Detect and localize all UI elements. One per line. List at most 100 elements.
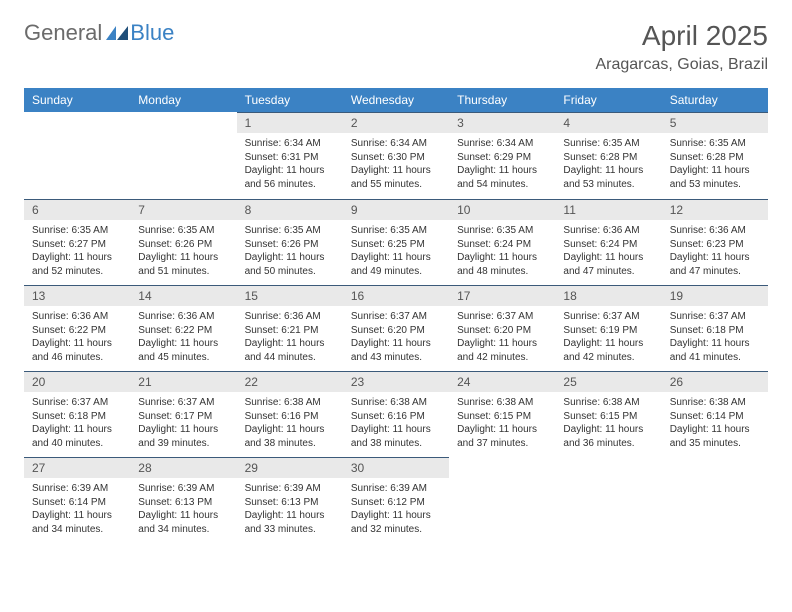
day-details: Sunrise: 6:37 AMSunset: 6:20 PMDaylight:… <box>343 306 449 368</box>
calendar-week-row: 6Sunrise: 6:35 AMSunset: 6:27 PMDaylight… <box>24 198 768 284</box>
calendar-day-cell: 26Sunrise: 6:38 AMSunset: 6:14 PMDayligh… <box>662 370 768 456</box>
weekday-header: Friday <box>555 88 661 112</box>
day-number: 22 <box>237 371 343 392</box>
day-number: 29 <box>237 457 343 478</box>
calendar-day-cell: 16Sunrise: 6:37 AMSunset: 6:20 PMDayligh… <box>343 284 449 370</box>
calendar-day-cell: 20Sunrise: 6:37 AMSunset: 6:18 PMDayligh… <box>24 370 130 456</box>
calendar-day-cell <box>24 112 130 198</box>
day-details: Sunrise: 6:39 AMSunset: 6:14 PMDaylight:… <box>24 478 130 540</box>
day-number: 21 <box>130 371 236 392</box>
title-block: April 2025 Aragarcas, Goias, Brazil <box>595 20 768 74</box>
day-number: 30 <box>343 457 449 478</box>
weekday-header: Wednesday <box>343 88 449 112</box>
day-details: Sunrise: 6:35 AMSunset: 6:28 PMDaylight:… <box>662 133 768 195</box>
calendar-week-row: 27Sunrise: 6:39 AMSunset: 6:14 PMDayligh… <box>24 456 768 542</box>
day-details: Sunrise: 6:35 AMSunset: 6:28 PMDaylight:… <box>555 133 661 195</box>
calendar-table: SundayMondayTuesdayWednesdayThursdayFrid… <box>24 88 768 543</box>
calendar-day-cell: 9Sunrise: 6:35 AMSunset: 6:25 PMDaylight… <box>343 198 449 284</box>
day-details: Sunrise: 6:38 AMSunset: 6:16 PMDaylight:… <box>237 392 343 454</box>
calendar-day-cell: 21Sunrise: 6:37 AMSunset: 6:17 PMDayligh… <box>130 370 236 456</box>
day-number: 11 <box>555 199 661 220</box>
day-details: Sunrise: 6:36 AMSunset: 6:22 PMDaylight:… <box>130 306 236 368</box>
calendar-day-cell: 13Sunrise: 6:36 AMSunset: 6:22 PMDayligh… <box>24 284 130 370</box>
day-details: Sunrise: 6:37 AMSunset: 6:18 PMDaylight:… <box>662 306 768 368</box>
day-number: 10 <box>449 199 555 220</box>
day-details: Sunrise: 6:38 AMSunset: 6:16 PMDaylight:… <box>343 392 449 454</box>
calendar-day-cell: 17Sunrise: 6:37 AMSunset: 6:20 PMDayligh… <box>449 284 555 370</box>
day-details: Sunrise: 6:39 AMSunset: 6:13 PMDaylight:… <box>130 478 236 540</box>
day-number: 24 <box>449 371 555 392</box>
calendar-day-cell: 14Sunrise: 6:36 AMSunset: 6:22 PMDayligh… <box>130 284 236 370</box>
calendar-day-cell: 4Sunrise: 6:35 AMSunset: 6:28 PMDaylight… <box>555 112 661 198</box>
logo-text-general: General <box>24 20 102 46</box>
calendar-day-cell: 19Sunrise: 6:37 AMSunset: 6:18 PMDayligh… <box>662 284 768 370</box>
day-details: Sunrise: 6:36 AMSunset: 6:23 PMDaylight:… <box>662 220 768 282</box>
day-number: 5 <box>662 112 768 133</box>
weekday-header: Tuesday <box>237 88 343 112</box>
day-number: 14 <box>130 285 236 306</box>
weekday-header: Thursday <box>449 88 555 112</box>
day-number: 25 <box>555 371 661 392</box>
day-details: Sunrise: 6:37 AMSunset: 6:18 PMDaylight:… <box>24 392 130 454</box>
day-number: 20 <box>24 371 130 392</box>
calendar-day-cell: 24Sunrise: 6:38 AMSunset: 6:15 PMDayligh… <box>449 370 555 456</box>
day-details: Sunrise: 6:36 AMSunset: 6:24 PMDaylight:… <box>555 220 661 282</box>
calendar-day-cell: 18Sunrise: 6:37 AMSunset: 6:19 PMDayligh… <box>555 284 661 370</box>
day-number: 16 <box>343 285 449 306</box>
day-details: Sunrise: 6:38 AMSunset: 6:14 PMDaylight:… <box>662 392 768 454</box>
day-number: 8 <box>237 199 343 220</box>
day-details: Sunrise: 6:38 AMSunset: 6:15 PMDaylight:… <box>449 392 555 454</box>
calendar-day-cell <box>662 456 768 542</box>
calendar-day-cell <box>555 456 661 542</box>
day-details: Sunrise: 6:35 AMSunset: 6:27 PMDaylight:… <box>24 220 130 282</box>
day-details: Sunrise: 6:37 AMSunset: 6:19 PMDaylight:… <box>555 306 661 368</box>
day-number: 12 <box>662 199 768 220</box>
day-number: 19 <box>662 285 768 306</box>
weekday-header: Monday <box>130 88 236 112</box>
day-details: Sunrise: 6:36 AMSunset: 6:22 PMDaylight:… <box>24 306 130 368</box>
weekday-header: Sunday <box>24 88 130 112</box>
day-details: Sunrise: 6:35 AMSunset: 6:25 PMDaylight:… <box>343 220 449 282</box>
calendar-day-cell <box>130 112 236 198</box>
day-number: 7 <box>130 199 236 220</box>
calendar-day-cell: 15Sunrise: 6:36 AMSunset: 6:21 PMDayligh… <box>237 284 343 370</box>
day-number: 13 <box>24 285 130 306</box>
month-title: April 2025 <box>595 20 768 52</box>
calendar-day-cell: 23Sunrise: 6:38 AMSunset: 6:16 PMDayligh… <box>343 370 449 456</box>
calendar-day-cell: 6Sunrise: 6:35 AMSunset: 6:27 PMDaylight… <box>24 198 130 284</box>
day-details: Sunrise: 6:35 AMSunset: 6:24 PMDaylight:… <box>449 220 555 282</box>
day-details: Sunrise: 6:34 AMSunset: 6:29 PMDaylight:… <box>449 133 555 195</box>
weekday-header: Saturday <box>662 88 768 112</box>
day-number: 18 <box>555 285 661 306</box>
day-details: Sunrise: 6:37 AMSunset: 6:17 PMDaylight:… <box>130 392 236 454</box>
day-details: Sunrise: 6:37 AMSunset: 6:20 PMDaylight:… <box>449 306 555 368</box>
day-number: 15 <box>237 285 343 306</box>
day-number: 4 <box>555 112 661 133</box>
calendar-week-row: 1Sunrise: 6:34 AMSunset: 6:31 PMDaylight… <box>24 112 768 198</box>
day-number: 1 <box>237 112 343 133</box>
calendar-day-cell: 22Sunrise: 6:38 AMSunset: 6:16 PMDayligh… <box>237 370 343 456</box>
location-text: Aragarcas, Goias, Brazil <box>595 56 768 74</box>
logo-sail-icon <box>106 26 128 40</box>
calendar-day-cell: 2Sunrise: 6:34 AMSunset: 6:30 PMDaylight… <box>343 112 449 198</box>
day-number: 17 <box>449 285 555 306</box>
calendar-day-cell: 5Sunrise: 6:35 AMSunset: 6:28 PMDaylight… <box>662 112 768 198</box>
day-number: 28 <box>130 457 236 478</box>
calendar-day-cell <box>449 456 555 542</box>
day-details: Sunrise: 6:36 AMSunset: 6:21 PMDaylight:… <box>237 306 343 368</box>
calendar-week-row: 20Sunrise: 6:37 AMSunset: 6:18 PMDayligh… <box>24 370 768 456</box>
day-details: Sunrise: 6:39 AMSunset: 6:12 PMDaylight:… <box>343 478 449 540</box>
calendar-day-cell: 10Sunrise: 6:35 AMSunset: 6:24 PMDayligh… <box>449 198 555 284</box>
calendar-day-cell: 30Sunrise: 6:39 AMSunset: 6:12 PMDayligh… <box>343 456 449 542</box>
calendar-day-cell: 11Sunrise: 6:36 AMSunset: 6:24 PMDayligh… <box>555 198 661 284</box>
header: General Blue April 2025 Aragarcas, Goias… <box>24 20 768 74</box>
day-number: 9 <box>343 199 449 220</box>
day-number: 26 <box>662 371 768 392</box>
day-details: Sunrise: 6:34 AMSunset: 6:31 PMDaylight:… <box>237 133 343 195</box>
calendar-day-cell: 27Sunrise: 6:39 AMSunset: 6:14 PMDayligh… <box>24 456 130 542</box>
day-details: Sunrise: 6:34 AMSunset: 6:30 PMDaylight:… <box>343 133 449 195</box>
day-details: Sunrise: 6:35 AMSunset: 6:26 PMDaylight:… <box>237 220 343 282</box>
calendar-day-cell: 25Sunrise: 6:38 AMSunset: 6:15 PMDayligh… <box>555 370 661 456</box>
calendar-day-cell: 8Sunrise: 6:35 AMSunset: 6:26 PMDaylight… <box>237 198 343 284</box>
day-number: 3 <box>449 112 555 133</box>
